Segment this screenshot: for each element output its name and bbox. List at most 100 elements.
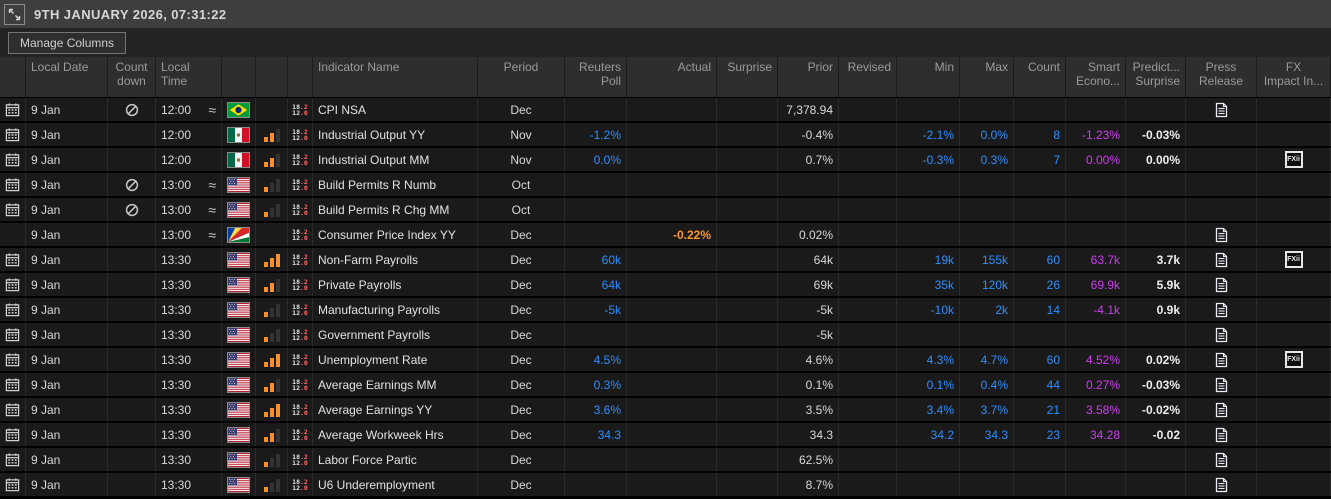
details-cell[interactable]: 18.2 12.0 bbox=[288, 248, 313, 271]
column-header-period[interactable]: Period bbox=[478, 57, 565, 97]
table-row[interactable]: 9 Jan 13:30 18.2 12.0 Non-Farm Payrolls Dec 60… bbox=[0, 248, 1331, 271]
press-release-cell[interactable] bbox=[1186, 423, 1257, 446]
press-release-icon[interactable] bbox=[1215, 352, 1228, 368]
fx-impact-icon[interactable]: FXii bbox=[1284, 251, 1303, 268]
importance-cell[interactable] bbox=[256, 473, 288, 496]
press-release-icon[interactable] bbox=[1215, 252, 1228, 268]
press-release-cell[interactable] bbox=[1186, 273, 1257, 296]
fx-impact-icon[interactable]: FXii bbox=[1284, 351, 1303, 368]
table-row[interactable]: 9 Jan 13:30 18.2 12.0 Private Payrolls Dec 64k… bbox=[0, 273, 1331, 296]
press-release-icon[interactable] bbox=[1215, 302, 1228, 318]
economic-event-calendar-icon[interactable] bbox=[0, 198, 26, 221]
press-release-icon[interactable] bbox=[1215, 277, 1228, 293]
table-row[interactable]: 9 Jan 13:30 18.2 12.0 Manufacturing Payrolls… bbox=[0, 298, 1331, 321]
details-cell[interactable]: 18.2 12.0 bbox=[288, 198, 313, 221]
economic-event-calendar-icon[interactable] bbox=[0, 123, 26, 146]
table-row[interactable]: 9 Jan 13:00 ≈18.2 12.0 Build Permits R Numb O… bbox=[0, 173, 1331, 196]
press-release-icon[interactable] bbox=[1215, 102, 1228, 118]
press-release-cell[interactable] bbox=[1186, 348, 1257, 371]
column-header-details[interactable] bbox=[288, 57, 313, 97]
table-row[interactable]: 9 Jan 12:00 ≈18.2 12.0 CPI NSA Dec 7,378.94 bbox=[0, 98, 1331, 121]
economic-event-calendar-icon[interactable] bbox=[0, 298, 26, 321]
importance-cell[interactable] bbox=[256, 123, 288, 146]
economic-event-calendar-icon[interactable] bbox=[0, 98, 26, 121]
column-header-surprise[interactable]: Surprise bbox=[717, 57, 778, 97]
table-row[interactable]: 9 Jan 13:00 ≈18.2 12.0 Build Permits R Chg M… bbox=[0, 198, 1331, 221]
economic-event-calendar-icon[interactable] bbox=[0, 398, 26, 421]
expand-arrows-icon[interactable] bbox=[4, 3, 25, 25]
fx-impact-cell[interactable]: FXii bbox=[1257, 248, 1331, 271]
importance-cell[interactable] bbox=[256, 398, 288, 421]
table-row[interactable]: 9 Jan 13:30 18.2 12.0 Average Workweek Hrs De… bbox=[0, 423, 1331, 446]
column-header-press-release[interactable]: Press Release bbox=[1186, 57, 1257, 97]
column-header-reuters-poll[interactable]: Reuters Poll bbox=[565, 57, 627, 97]
column-header-fx-impact[interactable]: FX Impact In... bbox=[1257, 57, 1331, 97]
fx-impact-cell[interactable]: FXii bbox=[1257, 148, 1331, 171]
table-row[interactable]: 9 Jan 13:30 18.2 12.0 Average Earnings YY Dec… bbox=[0, 398, 1331, 421]
column-header-flag[interactable] bbox=[222, 57, 256, 97]
details-cell[interactable]: 18.2 12.0 bbox=[288, 173, 313, 196]
importance-cell[interactable] bbox=[256, 248, 288, 271]
column-header-countdown[interactable]: Count down bbox=[108, 57, 156, 97]
details-cell[interactable]: 18.2 12.0 bbox=[288, 223, 313, 246]
column-header-count[interactable]: Count bbox=[1014, 57, 1066, 97]
table-row[interactable]: 9 Jan 13:30 18.2 12.0 Government Payrolls Dec… bbox=[0, 323, 1331, 346]
press-release-cell[interactable] bbox=[1186, 398, 1257, 421]
economic-event-calendar-icon[interactable] bbox=[0, 448, 26, 471]
press-release-icon[interactable] bbox=[1215, 327, 1228, 343]
details-cell[interactable]: 18.2 12.0 bbox=[288, 473, 313, 496]
importance-cell[interactable] bbox=[256, 348, 288, 371]
importance-cell[interactable] bbox=[256, 148, 288, 171]
importance-cell[interactable] bbox=[256, 373, 288, 396]
column-header-revised[interactable]: Revised bbox=[839, 57, 897, 97]
column-header-actual[interactable]: Actual bbox=[627, 57, 717, 97]
importance-cell[interactable] bbox=[256, 323, 288, 346]
column-header-local-time[interactable]: Local Time bbox=[156, 57, 222, 97]
importance-cell[interactable] bbox=[256, 423, 288, 446]
press-release-cell[interactable] bbox=[1186, 373, 1257, 396]
importance-cell[interactable] bbox=[256, 298, 288, 321]
table-row[interactable]: 9 Jan 12:00 18.2 12.0 Industrial Output MM No… bbox=[0, 148, 1331, 171]
press-release-icon[interactable] bbox=[1215, 227, 1228, 243]
table-row[interactable]: 9 Jan 13:30 18.2 12.0 Average Earnings MM Dec… bbox=[0, 373, 1331, 396]
press-release-icon[interactable] bbox=[1215, 402, 1228, 418]
details-cell[interactable]: 18.2 12.0 bbox=[288, 273, 313, 296]
column-header-local-date[interactable]: Local Date bbox=[26, 57, 108, 97]
press-release-icon[interactable] bbox=[1215, 477, 1228, 493]
details-cell[interactable]: 18.2 12.0 bbox=[288, 323, 313, 346]
economic-event-calendar-icon[interactable] bbox=[0, 423, 26, 446]
table-row[interactable]: 9 Jan 12:00 18.2 12.0 Industrial Output YY No… bbox=[0, 123, 1331, 146]
details-cell[interactable]: 18.2 12.0 bbox=[288, 348, 313, 371]
economic-event-calendar-icon[interactable] bbox=[0, 273, 26, 296]
press-release-cell[interactable] bbox=[1186, 223, 1257, 246]
fx-impact-icon[interactable]: FXii bbox=[1284, 151, 1303, 168]
column-header-prior[interactable]: Prior bbox=[778, 57, 839, 97]
economic-event-calendar-icon[interactable] bbox=[0, 373, 26, 396]
column-header-importance[interactable] bbox=[256, 57, 288, 97]
column-header-row-icon[interactable] bbox=[0, 57, 26, 97]
table-row[interactable]: 9 Jan 13:00 ≈18.2 12.0 Consumer Price Index … bbox=[0, 223, 1331, 246]
details-cell[interactable]: 18.2 12.0 bbox=[288, 148, 313, 171]
column-header-predicted-surprise[interactable]: Predict... Surprise bbox=[1126, 57, 1186, 97]
economic-event-calendar-icon[interactable] bbox=[0, 473, 26, 496]
fx-impact-cell[interactable]: FXii bbox=[1257, 348, 1331, 371]
press-release-cell[interactable] bbox=[1186, 248, 1257, 271]
table-row[interactable]: 9 Jan 13:30 18.2 12.0 Unemployment Rate Dec 4.… bbox=[0, 348, 1331, 371]
press-release-icon[interactable] bbox=[1215, 427, 1228, 443]
press-release-cell[interactable] bbox=[1186, 448, 1257, 471]
economic-event-calendar-icon[interactable] bbox=[0, 173, 26, 196]
details-cell[interactable]: 18.2 12.0 bbox=[288, 98, 313, 121]
table-row[interactable]: 9 Jan 13:30 18.2 12.0 Labor Force Partic Dec 6… bbox=[0, 448, 1331, 471]
table-row[interactable]: 9 Jan 13:30 18.2 12.0 U6 Underemployment Dec 8… bbox=[0, 473, 1331, 496]
press-release-cell[interactable] bbox=[1186, 298, 1257, 321]
press-release-cell[interactable] bbox=[1186, 98, 1257, 121]
press-release-cell[interactable] bbox=[1186, 473, 1257, 496]
column-header-max[interactable]: Max bbox=[960, 57, 1014, 97]
details-cell[interactable]: 18.2 12.0 bbox=[288, 398, 313, 421]
importance-cell[interactable] bbox=[256, 198, 288, 221]
importance-cell[interactable] bbox=[256, 273, 288, 296]
press-release-icon[interactable] bbox=[1215, 377, 1228, 393]
details-cell[interactable]: 18.2 12.0 bbox=[288, 423, 313, 446]
column-header-indicator-name[interactable]: Indicator Name bbox=[313, 57, 478, 97]
column-header-smart-economics[interactable]: Smart Econo... bbox=[1066, 57, 1126, 97]
